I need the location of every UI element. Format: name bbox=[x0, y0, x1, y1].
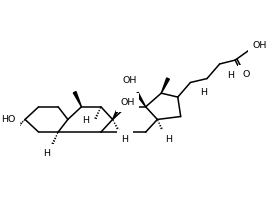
Text: OH: OH bbox=[123, 76, 137, 85]
Text: HO: HO bbox=[1, 115, 15, 124]
Text: H: H bbox=[121, 135, 128, 144]
Polygon shape bbox=[73, 92, 81, 107]
Text: O: O bbox=[243, 70, 250, 79]
Text: OH: OH bbox=[253, 41, 267, 50]
Text: H: H bbox=[200, 88, 207, 97]
Text: H: H bbox=[43, 149, 50, 158]
Text: H: H bbox=[165, 135, 172, 144]
Text: H: H bbox=[227, 71, 234, 80]
Polygon shape bbox=[136, 92, 146, 107]
Text: H: H bbox=[82, 116, 89, 125]
Polygon shape bbox=[161, 78, 169, 93]
Text: OH: OH bbox=[120, 98, 135, 107]
Polygon shape bbox=[113, 104, 122, 119]
